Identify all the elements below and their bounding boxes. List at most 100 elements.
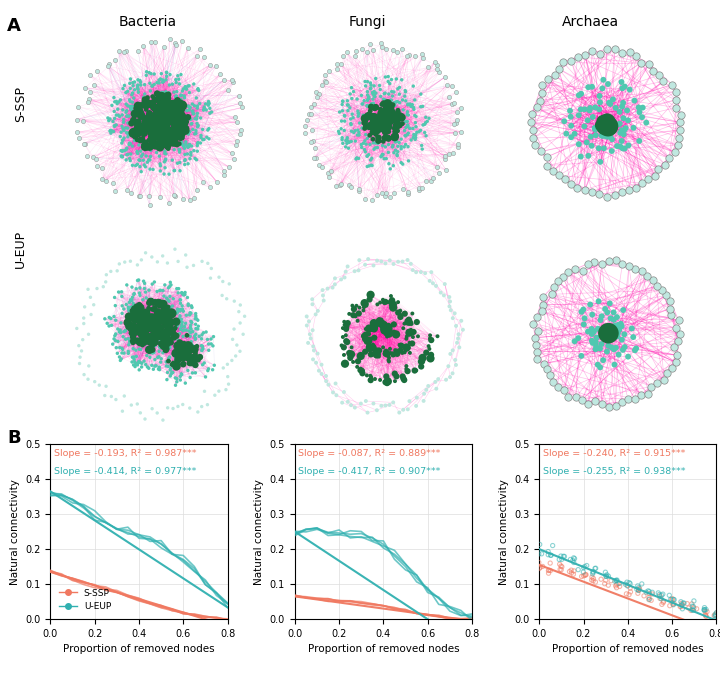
- Point: [612, 328, 624, 339]
- Point: [611, 312, 623, 322]
- Point: [379, 88, 390, 99]
- Point: [382, 327, 393, 338]
- Point: [126, 357, 138, 367]
- Point: [137, 327, 148, 338]
- Point: [331, 59, 343, 69]
- Point: [633, 584, 644, 595]
- Point: [368, 260, 379, 271]
- Point: [151, 77, 163, 88]
- Point: [121, 127, 132, 138]
- Point: [176, 300, 188, 311]
- Point: [405, 258, 417, 269]
- Point: [158, 308, 169, 319]
- Point: [559, 384, 570, 395]
- Point: [148, 323, 159, 334]
- Point: [444, 371, 456, 382]
- Point: [420, 117, 431, 128]
- Point: [354, 130, 365, 141]
- Point: [575, 351, 587, 361]
- Point: [184, 357, 196, 368]
- Point: [552, 276, 564, 287]
- Point: [190, 311, 202, 322]
- Point: [712, 611, 720, 622]
- Point: [171, 308, 182, 318]
- Point: [124, 310, 135, 321]
- Point: [160, 345, 171, 355]
- Point: [619, 81, 631, 92]
- Point: [137, 112, 148, 123]
- Point: [161, 123, 173, 134]
- Point: [439, 153, 451, 164]
- Point: [112, 336, 124, 347]
- Point: [361, 101, 373, 112]
- Point: [147, 80, 158, 91]
- Point: [391, 131, 402, 141]
- Point: [377, 149, 389, 160]
- Point: [431, 63, 442, 74]
- Point: [156, 312, 167, 322]
- Point: [378, 322, 390, 333]
- Point: [162, 324, 174, 335]
- Point: [181, 123, 192, 134]
- Point: [346, 342, 357, 353]
- Point: [157, 125, 168, 136]
- Point: [133, 328, 145, 339]
- Point: [140, 137, 152, 147]
- Point: [170, 348, 181, 359]
- Point: [126, 295, 138, 306]
- Point: [197, 359, 208, 370]
- Point: [402, 99, 414, 110]
- Point: [158, 332, 169, 343]
- Point: [405, 101, 417, 112]
- Point: [162, 367, 174, 378]
- Point: [606, 134, 618, 145]
- Point: [138, 121, 150, 132]
- Point: [207, 364, 218, 375]
- Point: [408, 326, 419, 337]
- Point: [362, 110, 374, 121]
- Point: [171, 114, 183, 125]
- Point: [600, 325, 612, 336]
- Point: [546, 377, 558, 388]
- Point: [114, 131, 126, 142]
- Point: [122, 100, 133, 111]
- Point: [169, 98, 181, 109]
- Point: [211, 176, 222, 187]
- Point: [137, 340, 148, 351]
- Point: [155, 166, 166, 176]
- Point: [364, 38, 376, 49]
- Point: [349, 136, 361, 147]
- Point: [536, 548, 547, 559]
- Text: B: B: [7, 429, 21, 448]
- Point: [415, 361, 427, 372]
- Point: [616, 186, 627, 197]
- Point: [178, 343, 189, 354]
- Point: [130, 324, 142, 334]
- Point: [195, 132, 207, 143]
- Point: [390, 120, 402, 131]
- Point: [353, 308, 364, 319]
- Text: S-SSP: S-SSP: [14, 86, 27, 122]
- Point: [132, 310, 144, 320]
- Point: [367, 102, 379, 113]
- Point: [108, 311, 120, 322]
- Point: [126, 323, 138, 334]
- Point: [161, 123, 173, 134]
- Point: [154, 116, 166, 127]
- Point: [170, 74, 181, 85]
- Point: [443, 149, 454, 160]
- Point: [130, 160, 141, 171]
- Point: [438, 290, 450, 301]
- Point: [588, 326, 600, 337]
- Point: [337, 106, 348, 116]
- Point: [163, 328, 174, 339]
- Point: [132, 275, 143, 286]
- Point: [711, 608, 720, 618]
- Point: [609, 576, 621, 587]
- Point: [125, 295, 136, 306]
- Point: [110, 394, 122, 405]
- Point: [356, 99, 368, 110]
- Point: [174, 305, 185, 316]
- Point: [361, 100, 373, 111]
- Point: [163, 328, 174, 339]
